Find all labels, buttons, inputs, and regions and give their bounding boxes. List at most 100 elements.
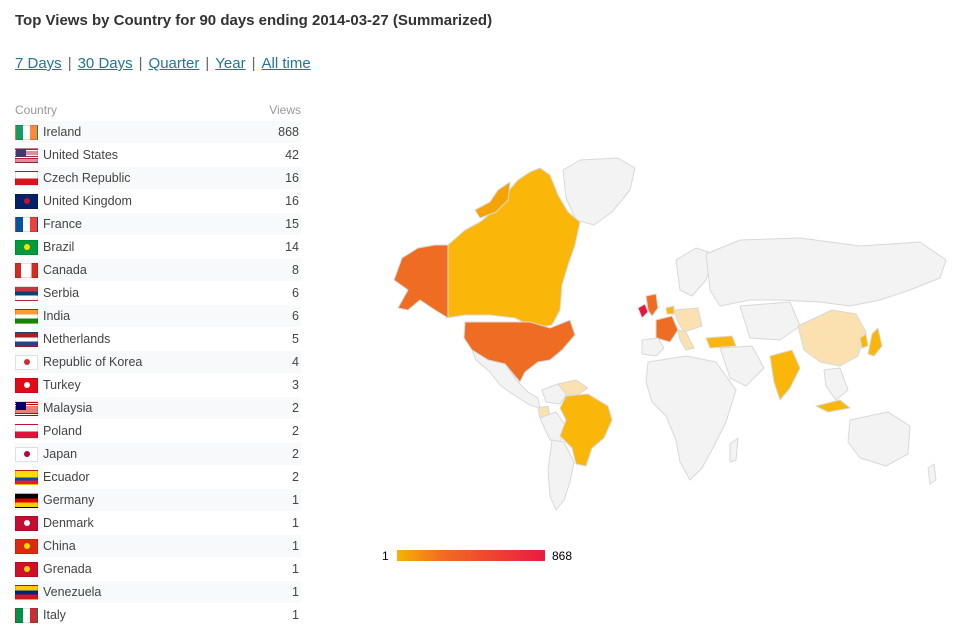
table-row[interactable]: Czech Republic 16 [15,166,301,189]
denmark-flag-icon [15,515,38,531]
netherlands-flag-icon [15,331,38,347]
table-body: Ireland 868 United States 42 Czech Republic 1… [15,120,301,626]
united-kingdom-region [645,293,659,317]
table-row[interactable]: Netherlands 5 [15,327,301,350]
malaysia-region [815,399,851,413]
legend-min-label: 1 [382,549,389,563]
table-row[interactable]: Germany 1 [15,488,301,511]
canada-islands [474,181,511,219]
views-count: 16 [285,194,299,208]
table-row[interactable]: Ireland 868 [15,120,301,143]
germany-flag-icon [15,492,38,508]
country-name: Czech Republic [43,171,131,185]
table-row[interactable]: Denmark 1 [15,511,301,534]
views-count: 6 [292,309,299,323]
period-quarter-link[interactable]: Quarter [148,55,200,72]
views-count: 1 [292,562,299,576]
united-states-region [463,319,576,383]
country-name: Japan [43,447,78,461]
alaska-region [393,244,449,319]
table-row[interactable]: France 15 [15,212,301,235]
views-count: 15 [285,217,299,231]
table-row[interactable]: Grenada 1 [15,557,301,580]
ireland-region [637,303,649,319]
poland-flag-icon [15,423,38,439]
table-row[interactable]: Republic of Korea 4 [15,350,301,373]
table-row[interactable]: United Kingdom 16 [15,189,301,212]
france-flag-icon [15,216,38,232]
views-count: 868 [278,125,299,139]
china-region [797,309,867,367]
country-name: Republic of Korea [43,355,143,369]
views-column-header: Views [269,103,301,117]
canada-flag-icon [15,262,38,278]
separator: | [67,55,72,72]
views-count: 2 [292,424,299,438]
country-name: Serbia [43,286,80,300]
table-row[interactable]: China 1 [15,534,301,557]
greenland-region [562,157,636,226]
australia-region [847,411,911,467]
views-count: 3 [292,378,299,392]
table-row[interactable]: Brazil 14 [15,235,301,258]
africa-region [645,355,737,481]
italy-region [677,329,695,351]
canada-region [445,167,581,329]
country-name: Malaysia [43,401,93,415]
united-kingdom-flag-icon [15,193,38,209]
table-row[interactable]: Japan 2 [15,442,301,465]
period-year-link[interactable]: Year [215,55,246,72]
table-row[interactable]: India 6 [15,304,301,327]
korea-flag-icon [15,354,38,370]
table-row[interactable]: Italy 1 [15,603,301,626]
country-views-table: Country Views Ireland 868 United States 42 C… [15,100,301,626]
country-name: Italy [43,608,66,622]
italy-flag-icon [15,607,38,623]
views-count: 1 [292,493,299,507]
scandinavia-region [675,247,715,297]
venezuela-region [557,379,589,397]
india-flag-icon [15,308,38,324]
table-row[interactable]: United States 42 [15,143,301,166]
world-map[interactable] [380,150,955,520]
world-map-svg[interactable] [380,150,955,520]
country-name: Netherlands [43,332,111,346]
views-count: 42 [285,148,299,162]
country-name: Grenada [43,562,92,576]
table-row[interactable]: Venezuela 1 [15,580,301,603]
views-count: 2 [292,447,299,461]
country-name: Ecuador [43,470,90,484]
south-america-south-region [547,439,575,511]
china-flag-icon [15,538,38,554]
venezuela-flag-icon [15,584,38,600]
madagascar-region [729,437,739,463]
table-row[interactable]: Canada 8 [15,258,301,281]
views-count: 8 [292,263,299,277]
table-row[interactable]: Poland 2 [15,419,301,442]
country-name: Denmark [43,516,94,530]
new-zealand-region [927,463,937,485]
netherlands-region [665,305,675,315]
europe-central-region [673,307,703,333]
table-row[interactable]: Serbia 6 [15,281,301,304]
turkey-flag-icon [15,377,38,393]
ireland-flag-icon [15,124,38,140]
country-name: Canada [43,263,87,277]
country-name: France [43,217,82,231]
period-30-days-link[interactable]: 30 Days [77,55,133,72]
views-count: 4 [292,355,299,369]
views-count: 6 [292,286,299,300]
period-links: 7 Days | 30 Days | Quarter | Year | All time [15,55,311,72]
table-row[interactable]: Turkey 3 [15,373,301,396]
czech-republic-flag-icon [15,170,38,186]
views-count: 14 [285,240,299,254]
separator: | [138,55,143,72]
legend-gradient-bar [397,550,545,561]
table-row[interactable]: Ecuador 2 [15,465,301,488]
period-all-time-link[interactable]: All time [261,55,311,72]
table-row[interactable]: Malaysia 2 [15,396,301,419]
period-7-days-link[interactable]: 7 Days [15,55,62,72]
views-count: 1 [292,585,299,599]
japan-region [867,327,883,357]
country-name: United States [43,148,119,162]
